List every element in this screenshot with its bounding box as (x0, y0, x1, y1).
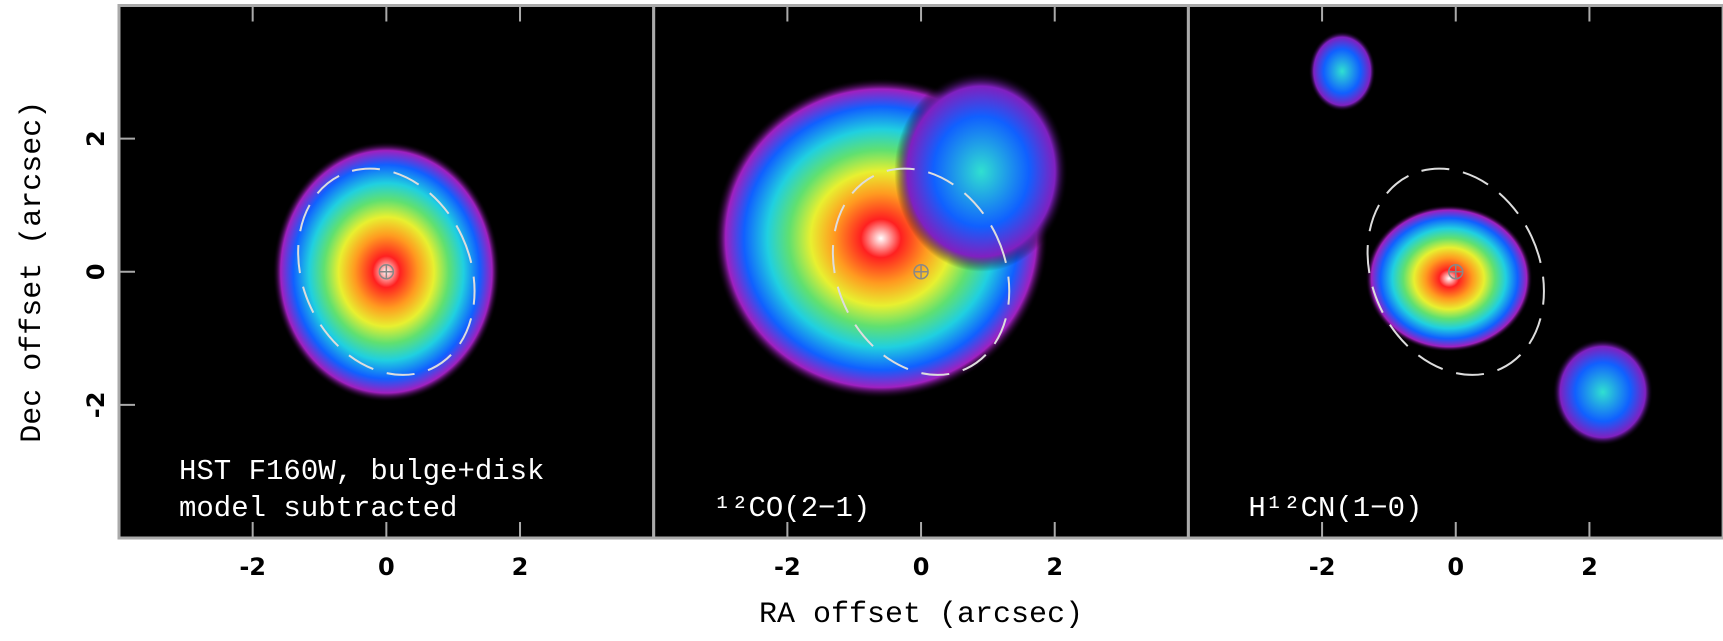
x-tick-label: 2 (512, 553, 529, 581)
x-tick-label: 0 (913, 553, 930, 581)
center-cross (914, 264, 929, 279)
beam-ellipse (1366, 167, 1545, 376)
panel: -2 0 2 H¹²CN(1−0) (1186, 4, 1723, 581)
emission-blob (1552, 338, 1653, 446)
x-tick-label: -2 (1309, 553, 1336, 581)
x-tick-label: 0 (1447, 553, 1464, 581)
y-tick-label: 2 (82, 130, 110, 147)
emission-map (1308, 31, 1653, 446)
center-cross (1448, 264, 1463, 279)
beam-ellipse (297, 167, 476, 376)
emission-map (272, 141, 500, 403)
emission-blob (1308, 31, 1376, 112)
panel-label: HST F160W, bulge+disk (179, 455, 544, 488)
center-cross (379, 264, 394, 279)
y-tick-label: -2 (82, 392, 110, 419)
emission-blob (894, 71, 1069, 272)
x-axis-label: RA offset (arcsec) (759, 598, 1083, 632)
panel-label: H¹²CN(1−0) (1248, 492, 1422, 525)
panel: -2 0 2 -2 0 2 HST F160W, bulge+disk model subtr… (82, 4, 656, 581)
x-tick-label: 2 (1581, 553, 1598, 581)
x-tick-label: -2 (774, 553, 801, 581)
panel-label: ¹²CO(2−1) (714, 492, 871, 525)
y-tick-label: 0 (82, 263, 110, 280)
y-axis-label: Dec offset (arcsec) (16, 101, 50, 443)
beam-ellipse (831, 167, 1011, 376)
panel-label: model subtracted (179, 492, 457, 525)
emission-blob (1365, 204, 1533, 352)
x-tick-label: 2 (1046, 553, 1063, 581)
x-tick-label: 0 (378, 553, 395, 581)
emission-map (713, 71, 1069, 399)
panel: -2 0 2 ¹²CO(2−1) (652, 4, 1190, 581)
x-tick-label: -2 (239, 553, 266, 581)
